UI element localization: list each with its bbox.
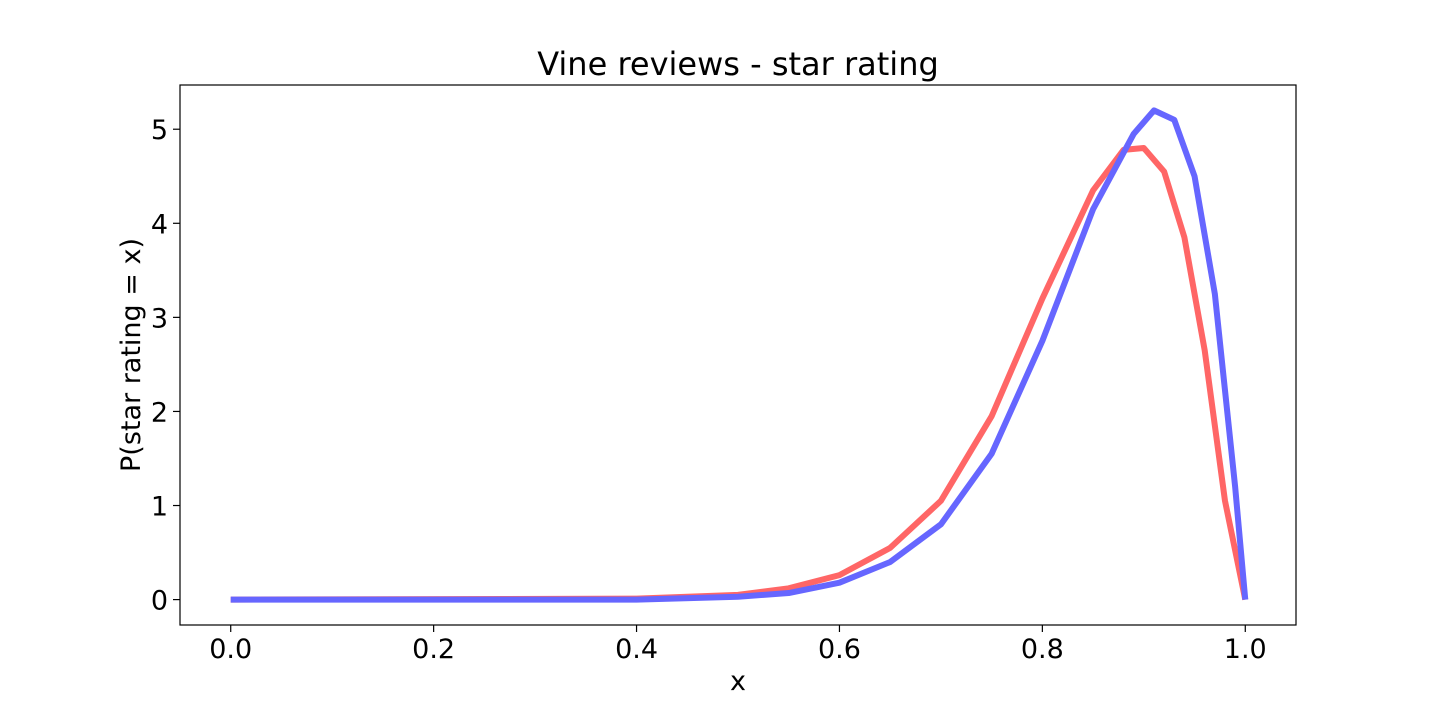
x-tick-label: 0.0 <box>209 634 252 665</box>
y-tick-label: 3 <box>151 303 168 334</box>
y-tick-label: 2 <box>151 397 168 428</box>
y-tick-label: 1 <box>151 492 168 523</box>
y-axis: 0 1 2 3 4 5 <box>151 115 180 617</box>
x-tick-label: 0.4 <box>615 634 658 665</box>
x-tick-label: 1.0 <box>1224 634 1267 665</box>
x-tick-label: 0.2 <box>412 634 455 665</box>
x-axis-label: x <box>730 666 746 697</box>
x-axis: 0.0 0.2 0.4 0.6 0.8 1.0 <box>209 625 1267 665</box>
series-line-2 <box>230 107 1249 603</box>
x-tick-label: 0.8 <box>1021 634 1064 665</box>
series-line-1 <box>230 145 1249 603</box>
y-tick-label: 5 <box>151 115 168 146</box>
chart-title: Vine reviews - star rating <box>537 45 939 83</box>
y-tick-label: 4 <box>151 209 168 240</box>
axes-frame <box>179 84 1297 626</box>
y-axis-label: P(star rating = x) <box>116 238 147 472</box>
plot-area: 0.0 0.2 0.4 0.6 0.8 1.0 0 1 2 3 4 5 <box>151 84 1297 665</box>
x-tick-label: 0.6 <box>818 634 861 665</box>
series-layer <box>230 107 1249 603</box>
y-tick-label: 0 <box>151 586 168 617</box>
